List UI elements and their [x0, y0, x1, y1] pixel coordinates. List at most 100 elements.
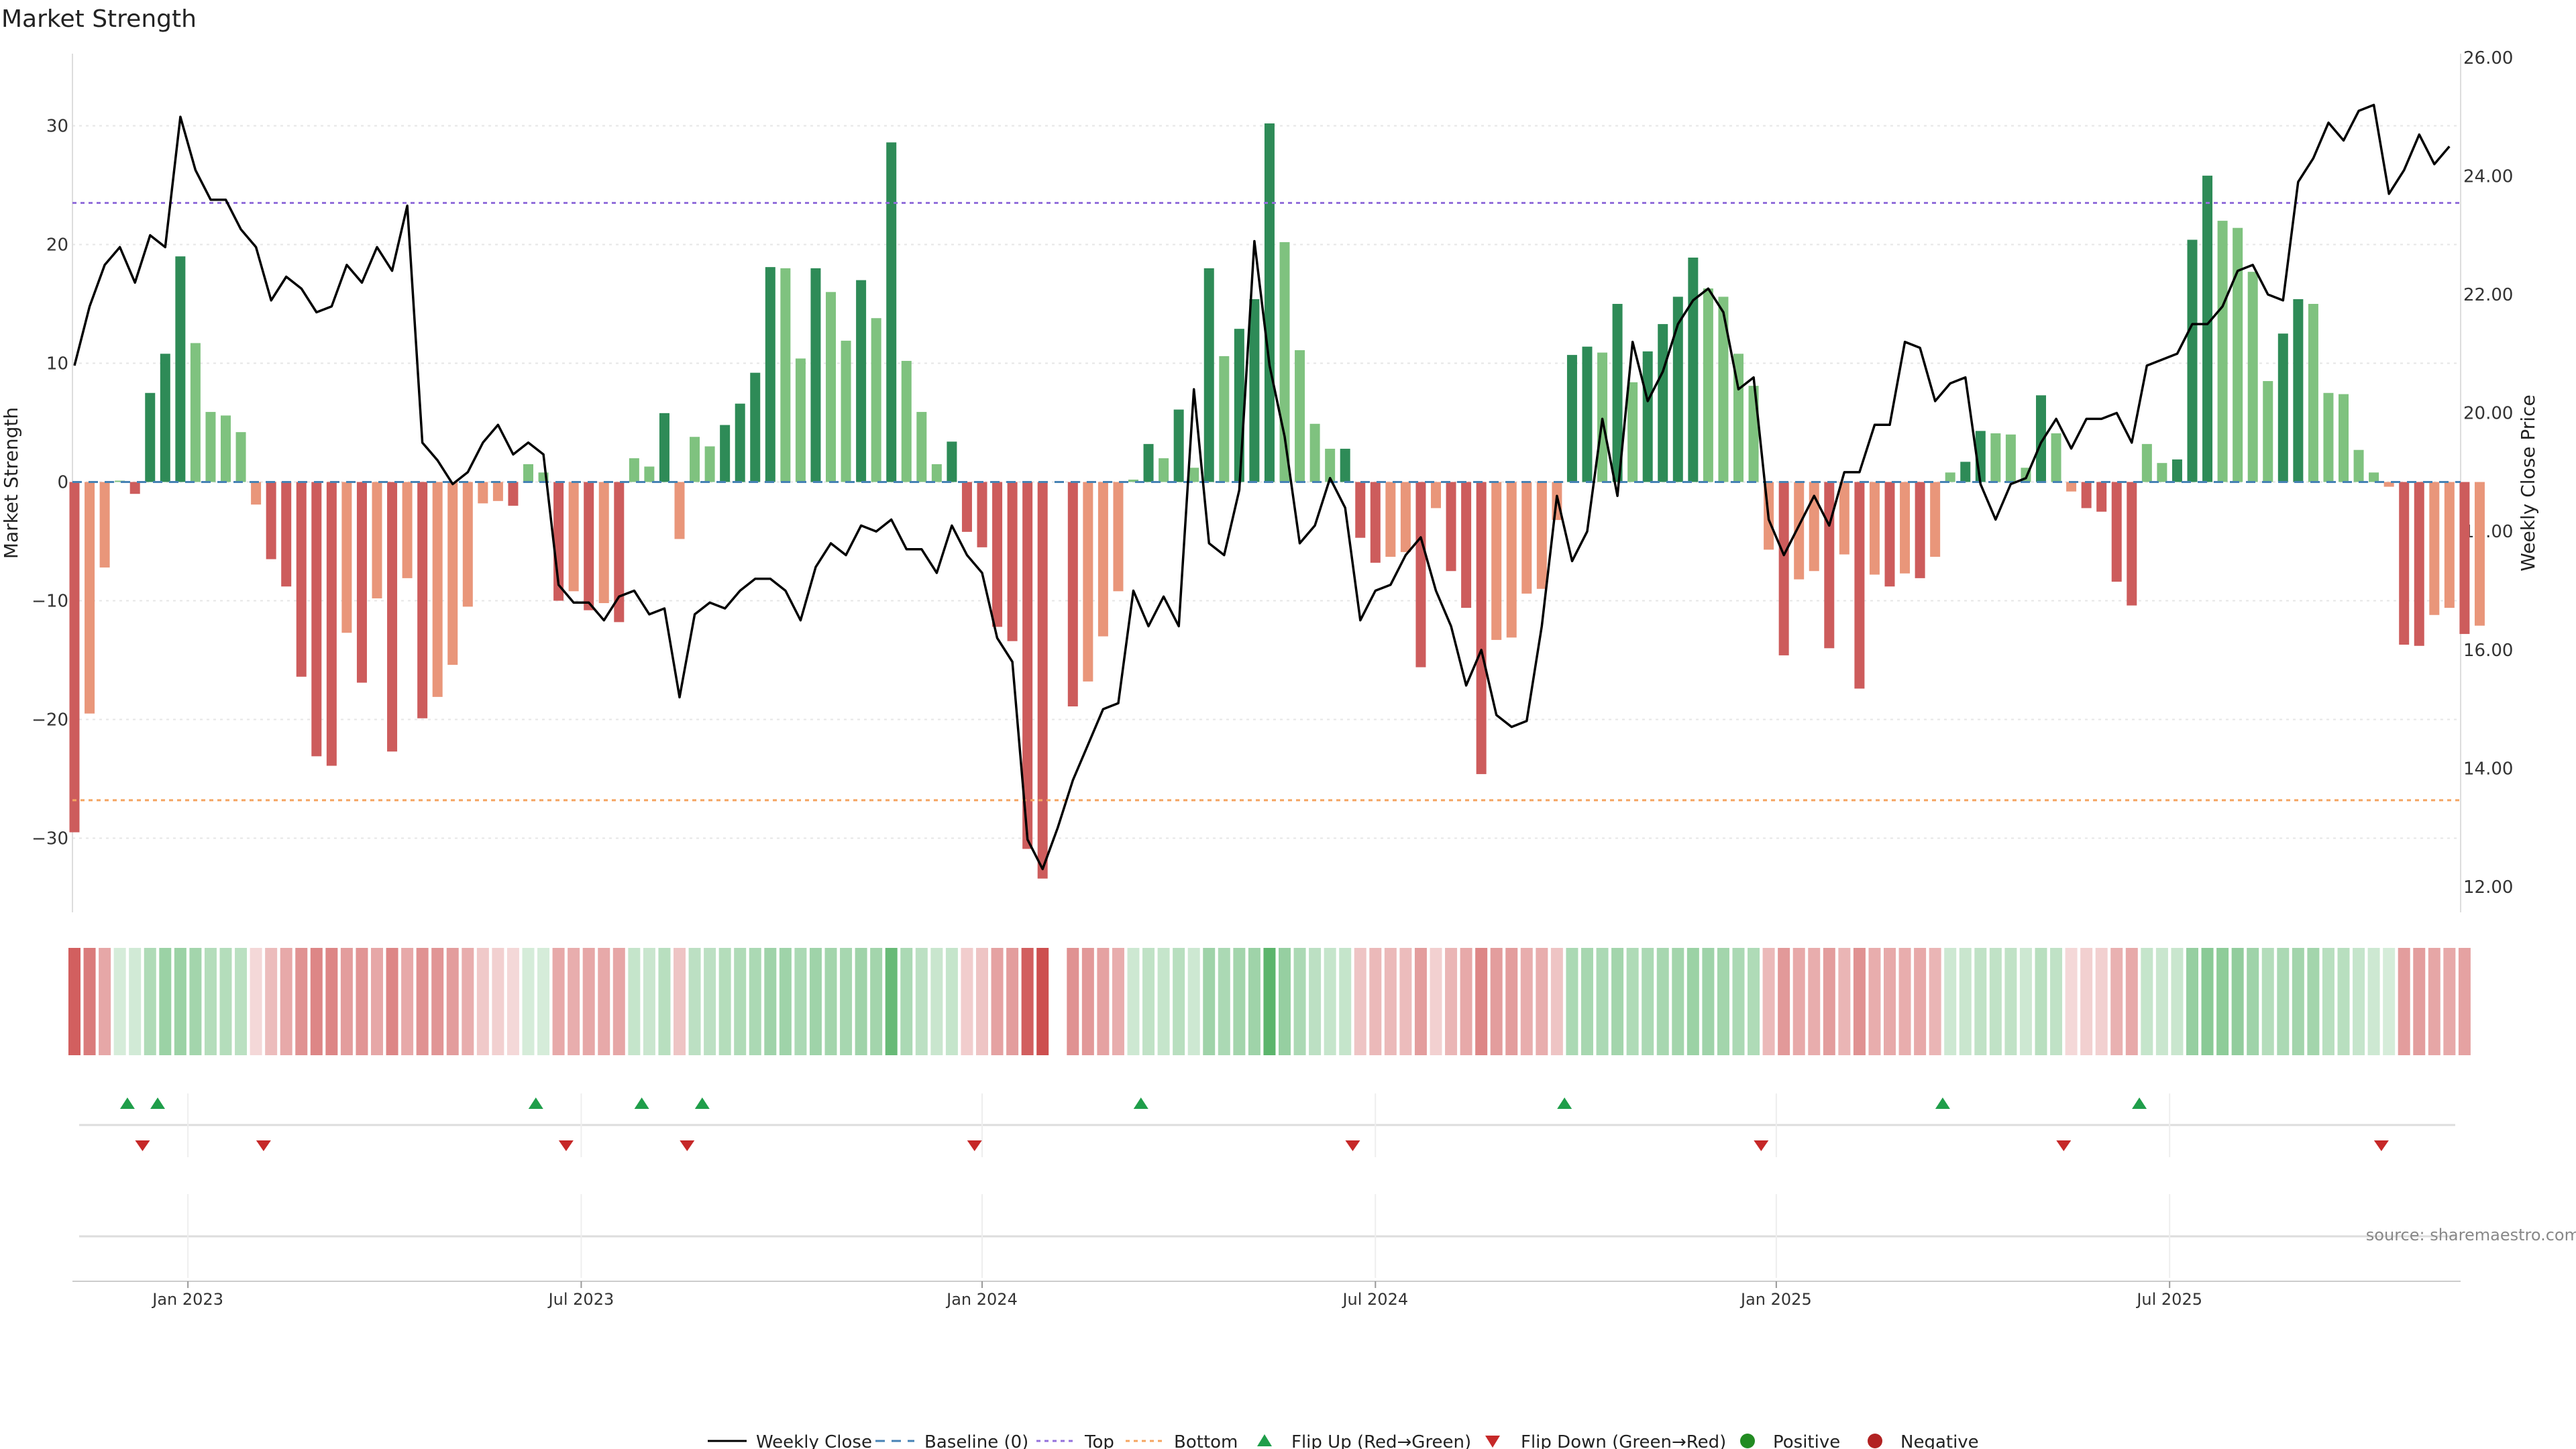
strength-bar — [598, 482, 609, 604]
strip-cell — [2095, 948, 2108, 1055]
strength-bar — [1824, 482, 1835, 649]
strength-bar — [175, 256, 186, 482]
strip-cell — [1778, 948, 1790, 1055]
strength-bar — [69, 482, 80, 833]
strength-bar — [356, 482, 367, 683]
strength-bar — [1703, 288, 1713, 482]
strip-cell — [764, 948, 777, 1055]
chart-title: Market Strength — [1, 5, 197, 33]
strip-cell — [1626, 948, 1639, 1055]
strength-bar — [916, 412, 927, 482]
strength-bar — [1945, 472, 1955, 482]
legend-label: Bottom — [1174, 1432, 1238, 1449]
strip-cell — [1596, 948, 1609, 1055]
strength-bar — [810, 268, 821, 482]
reference-lines — [72, 202, 2461, 802]
strength-bar — [1627, 382, 1638, 482]
strength-bar — [221, 415, 231, 482]
strength-bar — [1809, 482, 1819, 572]
strength-bar — [402, 482, 413, 578]
strength-bar — [99, 482, 110, 568]
strength-bar — [977, 482, 987, 547]
strength-bar — [432, 482, 443, 697]
strip-cell — [945, 948, 958, 1055]
strip-cell — [1021, 948, 1034, 1055]
flip-up-marker — [1557, 1097, 1572, 1109]
strength-bar — [205, 412, 216, 482]
strip-cell — [976, 948, 988, 1055]
strip-cell — [1838, 948, 1851, 1055]
strength-bar — [780, 268, 791, 482]
strip-cell — [280, 948, 292, 1055]
strength-bar — [1295, 350, 1305, 482]
strength-bar — [750, 372, 761, 482]
strip-cell — [537, 948, 550, 1055]
x-tick-label: Jan 2023 — [151, 1290, 223, 1309]
y2-tick-label: 16.00 — [2463, 641, 2513, 661]
flip-up-marker — [634, 1097, 649, 1109]
strip-cell — [1898, 948, 1911, 1055]
legend-flip-down-swatch — [1485, 1436, 1500, 1448]
strip-cell — [265, 948, 278, 1055]
strip-cell — [961, 948, 973, 1055]
strip-cell — [1279, 948, 1291, 1055]
flip-down-marker — [135, 1140, 150, 1151]
strip-cell — [1339, 948, 1352, 1055]
strip-cell — [2065, 948, 2078, 1055]
flip-up-marker — [694, 1097, 710, 1109]
strength-heat-strip — [68, 948, 2471, 1055]
strip-cell — [1868, 948, 1881, 1055]
strength-bar — [190, 343, 201, 482]
strength-bar — [2202, 175, 2213, 482]
strength-bar — [704, 446, 715, 482]
strength-bar — [2323, 392, 2334, 482]
strip-cell — [325, 948, 338, 1055]
strip-cell — [416, 948, 429, 1055]
strip-cell — [1642, 948, 1654, 1055]
flip-down-marker — [2056, 1140, 2072, 1151]
strength-bar — [690, 437, 700, 482]
strip-cell — [2307, 948, 2320, 1055]
strength-bar — [1173, 409, 1184, 482]
y-tick-label: 30 — [46, 117, 68, 137]
strip-cell — [386, 948, 398, 1055]
y2-tick-label: 12.00 — [2463, 877, 2513, 898]
strength-bar — [1915, 482, 1925, 578]
strip-cell — [1081, 948, 1094, 1055]
strength-bar — [2277, 333, 2288, 482]
strength-bar — [1431, 482, 1441, 508]
strength-bar — [1385, 482, 1396, 557]
strip-cell — [612, 948, 625, 1055]
strip-cell — [1445, 948, 1458, 1055]
strip-cell — [159, 948, 172, 1055]
strength-bar — [1264, 123, 1275, 482]
strip-cell — [1823, 948, 1835, 1055]
strip-cell — [235, 948, 248, 1055]
flip-down-marker — [558, 1140, 574, 1151]
strip-cell — [1203, 948, 1216, 1055]
y2-tick-label: 22.00 — [2463, 285, 2513, 305]
weekly-close-line — [73, 103, 2451, 871]
strip-cell — [1959, 948, 1972, 1055]
strip-cell — [1686, 948, 1699, 1055]
strength-bar — [145, 392, 156, 482]
strip-cell — [568, 948, 580, 1055]
strength-bar — [2005, 434, 2016, 482]
strength-bar — [372, 482, 382, 598]
strip-cell — [2080, 948, 2093, 1055]
strength-bar — [1128, 479, 1138, 482]
strip-cell — [1187, 948, 1200, 1055]
strip-cell — [2231, 948, 2244, 1055]
strength-bar — [1536, 482, 1547, 589]
strength-bar — [296, 482, 307, 677]
strength-bar — [795, 358, 806, 482]
strip-cell — [1157, 948, 1170, 1055]
strip-cell — [1566, 948, 1578, 1055]
x-tick-label: Jul 2023 — [547, 1290, 614, 1309]
strip-cell — [582, 948, 595, 1055]
strength-bar — [1325, 448, 1336, 482]
strength-bar — [2444, 482, 2455, 608]
strip-cell — [991, 948, 1004, 1055]
strength-bar — [1159, 458, 1169, 482]
strip-cell — [598, 948, 610, 1055]
